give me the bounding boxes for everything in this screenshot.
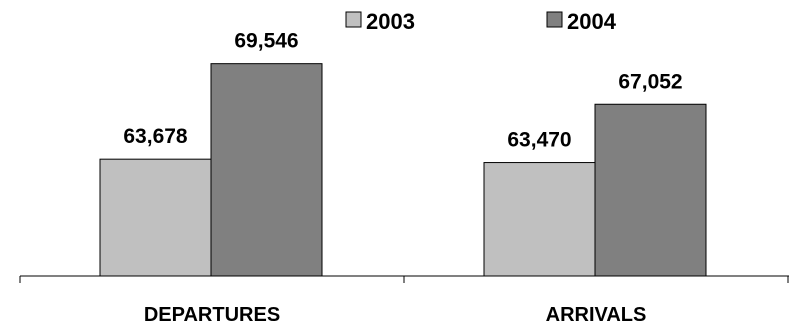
bar-departures-2004 <box>210 63 323 277</box>
data-label-arrivals-2004: 67,052 <box>618 70 682 93</box>
data-label-departures-2003: 63,678 <box>123 125 188 148</box>
bar-arrivals-2004 <box>594 103 707 277</box>
legend-swatch-2004 <box>546 11 563 28</box>
legend: 2003 2004 <box>345 9 617 34</box>
category-label-arrivals: ARRIVALS <box>546 304 647 326</box>
data-label-departures-2004: 69,546 <box>234 30 298 53</box>
legend-item-2003: 2003 <box>345 9 415 34</box>
bar-departures-2003 <box>99 158 212 277</box>
legend-label-2004: 2004 <box>567 9 617 34</box>
data-label-arrivals-2003: 63,470 <box>507 129 571 152</box>
bars-group: 63,678 69,546 63,470 67,052 <box>99 30 707 277</box>
legend-label-2003: 2003 <box>366 9 415 34</box>
category-label-departures: DEPARTURES <box>144 304 280 326</box>
legend-swatch-2003 <box>345 11 362 28</box>
legend-item-2004: 2004 <box>546 9 617 34</box>
x-axis: DEPARTURES ARRIVALS <box>19 275 789 326</box>
bar-arrivals-2003 <box>483 162 596 277</box>
